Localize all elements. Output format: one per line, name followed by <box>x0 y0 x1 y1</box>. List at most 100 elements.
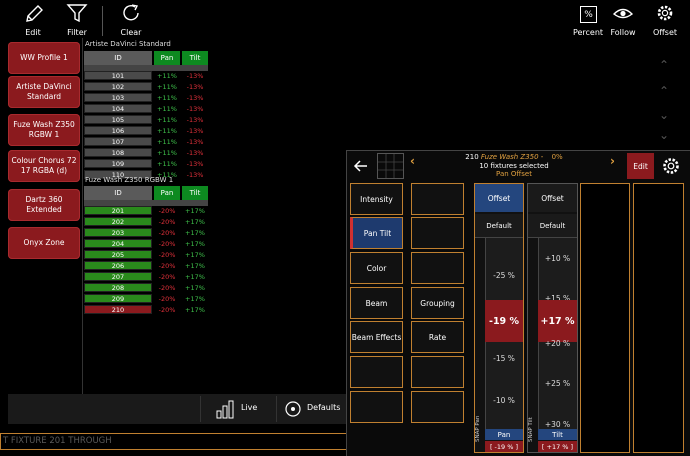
follow-button[interactable]: Follow <box>608 2 638 38</box>
scroll-bottom-icon[interactable]: ⌄ <box>658 128 670 142</box>
scroll-down-icon[interactable]: ⌄ <box>658 108 670 122</box>
refresh-icon <box>123 4 139 21</box>
category-label: Beam Effects <box>351 332 402 342</box>
sidebar-item-ww-profile[interactable]: WW Profile 1 <box>8 42 80 74</box>
percent-button[interactable]: % Percent <box>572 2 604 38</box>
sidebar-item-onyx-zone[interactable]: Onyx Zone <box>8 227 80 259</box>
fixture-id-cell[interactable]: 205 <box>84 250 152 259</box>
sidebar-item-artiste[interactable]: Artiste DaVinci Standard <box>8 76 80 108</box>
encoder-default-button[interactable]: Default <box>475 214 523 238</box>
fixture-id-cell[interactable]: 103 <box>84 93 152 102</box>
encoder-value[interactable]: +17 % <box>538 300 577 342</box>
encoder-value[interactable]: -19 % <box>485 300 523 342</box>
encoder-default-button[interactable]: Default <box>528 214 577 238</box>
encoder-tilt[interactable]: Offset Default +10 % +15 % +17 % +20 % +… <box>527 183 578 453</box>
category-beam[interactable]: Beam <box>350 287 403 319</box>
category-empty[interactable] <box>411 391 464 423</box>
column-header-id[interactable]: ID <box>84 51 152 65</box>
fixture-id-cell[interactable]: 204 <box>84 239 152 248</box>
category-color[interactable]: Color <box>350 252 403 284</box>
sidebar-item-fuze-wash[interactable]: Fuze Wash Z350 RGBW 1 <box>8 114 80 146</box>
back-button[interactable] <box>348 153 374 179</box>
fixture-grid-button[interactable] <box>377 153 404 179</box>
fixture-id-cell[interactable]: 107 <box>84 137 152 146</box>
column-header-pan[interactable]: Pan <box>154 186 180 200</box>
edit-button[interactable]: Edit <box>18 2 48 38</box>
percent-icon: % <box>580 6 597 23</box>
fixture-id-cell[interactable]: 209 <box>84 294 152 303</box>
fixture-id-cell[interactable]: 208 <box>84 283 152 292</box>
fixture-id-cell[interactable]: 101 <box>84 71 152 80</box>
category-empty[interactable] <box>411 252 464 284</box>
fixture-id-cell[interactable]: 109 <box>84 159 152 168</box>
tilt-value-cell: +17% <box>185 272 205 281</box>
encoder-tick-label: +20 % <box>544 339 571 348</box>
column-header-pan[interactable]: Pan <box>154 51 180 65</box>
pan-value-cell: -20% <box>158 272 176 281</box>
sidebar-item-colour-chorus[interactable]: Colour Chorus 72 17 RGBA (d) <box>8 150 80 182</box>
clear-button[interactable]: Clear <box>116 2 146 38</box>
category-empty[interactable] <box>411 356 464 388</box>
encoder-header[interactable]: Offset <box>528 184 577 212</box>
fixture-id-cell[interactable]: 201 <box>84 206 152 215</box>
tilt-value-cell: -13% <box>186 126 204 135</box>
encoder-pan[interactable]: Offset Default -25 % -19 % -15 % -10 % S… <box>474 183 524 453</box>
bottom-divider <box>200 396 201 422</box>
fixture-id-cell[interactable]: 202 <box>84 217 152 226</box>
follow-label: Follow <box>610 28 636 37</box>
settings-button[interactable] <box>657 153 685 179</box>
fixture-id-cell[interactable]: 105 <box>84 115 152 124</box>
scroll-top-icon[interactable]: ⌃ <box>658 58 670 72</box>
category-empty[interactable] <box>411 217 464 249</box>
fixture-id-cell[interactable]: 106 <box>84 126 152 135</box>
live-label: Live <box>241 403 258 412</box>
sidebar-item-label: Dartz 360 Extended <box>25 195 63 214</box>
filter-label: Filter <box>67 28 87 37</box>
category-pan-tilt[interactable]: Pan Tilt <box>350 217 403 249</box>
live-button[interactable]: Live <box>214 397 274 421</box>
category-grouping[interactable]: Grouping <box>411 287 464 319</box>
tilt-value-cell: -13% <box>186 104 204 113</box>
pan-value-cell: +11% <box>157 82 177 91</box>
column-header-tilt[interactable]: Tilt <box>182 186 208 200</box>
next-fixture-icon[interactable]: › <box>610 154 615 168</box>
encoder-header[interactable]: Offset <box>475 184 523 212</box>
category-label: Intensity <box>360 194 393 204</box>
sidebar-item-dartz[interactable]: Dartz 360 Extended <box>8 189 80 221</box>
category-label: Pan Tilt <box>363 228 392 238</box>
category-rate[interactable]: Rate <box>411 321 464 353</box>
category-empty[interactable] <box>350 391 403 423</box>
scroll-up-icon[interactable]: ⌃ <box>658 84 670 98</box>
category-intensity[interactable]: Intensity <box>350 183 403 215</box>
fixture-id-cell[interactable]: 110 <box>84 170 152 179</box>
tilt-value-cell: -13% <box>186 82 204 91</box>
tilt-value-cell: -13% <box>186 115 204 124</box>
bottom-divider <box>276 396 277 422</box>
command-line-input[interactable]: T FIXTURE 201 THROUGH <box>0 433 390 450</box>
prev-fixture-icon[interactable]: ‹ <box>410 154 415 168</box>
column-header-id[interactable]: ID <box>84 186 152 200</box>
filter-button[interactable]: Filter <box>62 2 92 38</box>
category-beam-effects[interactable]: Beam Effects <box>350 321 403 353</box>
fixture-id-cell[interactable]: 104 <box>84 104 152 113</box>
fixture-id-cell[interactable]: 210 <box>84 305 152 314</box>
fixture-id-cell[interactable]: 207 <box>84 272 152 281</box>
category-empty[interactable] <box>411 183 464 215</box>
tilt-value-cell: -13% <box>186 170 204 179</box>
pan-value-cell: +11% <box>157 148 177 157</box>
offset-button[interactable]: Offset <box>648 2 682 38</box>
fixture-id-cell[interactable]: 108 <box>84 148 152 157</box>
fixture-name: Fuze Wash Z350 - <box>480 153 544 161</box>
column-header-tilt[interactable]: Tilt <box>182 51 208 65</box>
category-label: Rate <box>428 332 447 342</box>
category-empty[interactable] <box>350 356 403 388</box>
fixture-id-cell[interactable]: 203 <box>84 228 152 237</box>
bar-chart-icon <box>216 400 234 419</box>
fixture-id-cell[interactable]: 102 <box>84 82 152 91</box>
defaults-button[interactable]: Defaults <box>284 397 346 421</box>
edit-panel-button[interactable]: Edit <box>627 153 654 179</box>
fixture-id-cell[interactable]: 206 <box>84 261 152 270</box>
encoder-empty[interactable] <box>580 183 630 453</box>
encoder-empty[interactable] <box>633 183 684 453</box>
category-label: Beam <box>365 298 388 308</box>
